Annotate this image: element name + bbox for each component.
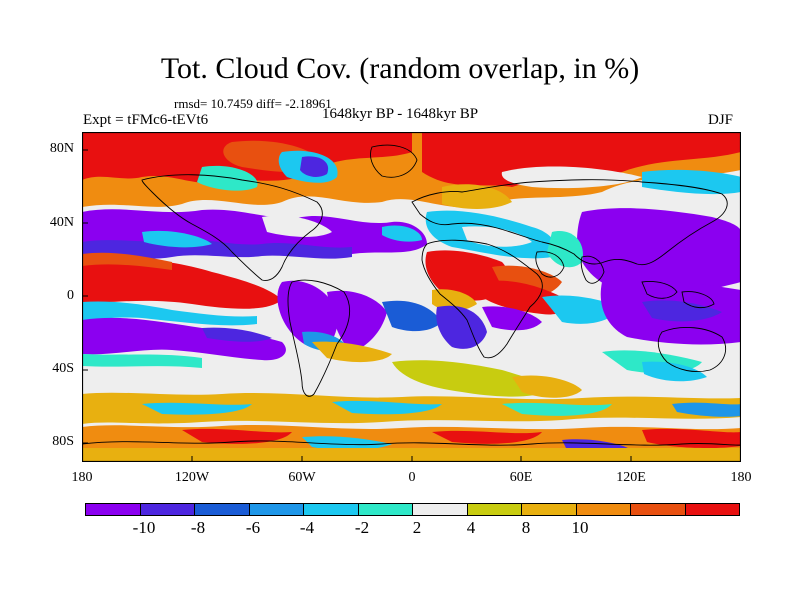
colorbar-label: 2 bbox=[412, 518, 422, 537]
season-label: DJF bbox=[708, 112, 734, 128]
colorbar-box-12 bbox=[685, 504, 739, 515]
period-label: 1648kyr BP - 1648kyr BP bbox=[322, 106, 479, 122]
map-title: Tot. Cloud Cov. (random overlap, in %) bbox=[160, 52, 640, 85]
lat-label-40s: 40S bbox=[52, 361, 74, 376]
lon-label-120w: 120W bbox=[174, 470, 210, 485]
colorbar-label: -6 bbox=[245, 518, 261, 537]
colorbar-box-4 bbox=[249, 504, 304, 515]
colorbar-box-3 bbox=[195, 504, 250, 515]
lat-label-40n: 40N bbox=[49, 215, 74, 230]
colorbar-label: -2 bbox=[354, 518, 370, 537]
lat-label-0: 0 bbox=[67, 288, 74, 303]
lon-label-180e: 180 bbox=[730, 470, 752, 485]
colorbar-label: 8 bbox=[521, 518, 531, 537]
colorbar bbox=[85, 503, 740, 516]
colorbar-box-9 bbox=[522, 504, 577, 515]
lat-label-80s: 80S bbox=[52, 434, 74, 449]
colorbar-label: -10 bbox=[132, 518, 156, 537]
colorbar-box-7 bbox=[413, 504, 468, 515]
colorbar-label: 10 bbox=[571, 518, 589, 537]
lon-label-120e: 120E bbox=[616, 470, 646, 485]
colorbar-label: -4 bbox=[299, 518, 315, 537]
colorbar-box-10 bbox=[576, 504, 631, 515]
colorbar-box-1 bbox=[86, 504, 141, 515]
colorbar-box-5 bbox=[304, 504, 359, 515]
lon-label-60w: 60W bbox=[288, 470, 316, 485]
lat-label-80n: 80N bbox=[49, 141, 74, 156]
colorbar-box-11 bbox=[631, 504, 686, 515]
colorbar-box-2 bbox=[140, 504, 195, 515]
lon-label-180w: 180 bbox=[71, 470, 93, 485]
colorbar-box-6 bbox=[358, 504, 413, 515]
rmsd-diff-stats: rmsd= 10.7459 diff= -2.18961 bbox=[174, 96, 332, 111]
colorbar-label: 4 bbox=[466, 518, 476, 537]
lon-label-0: 0 bbox=[408, 470, 416, 485]
lon-label-60e: 60E bbox=[509, 470, 533, 485]
colorbar-label: -8 bbox=[190, 518, 206, 537]
experiment-label: Expt = tFMc6-tEVt6 bbox=[83, 112, 209, 128]
cloud-cover-map bbox=[82, 132, 741, 462]
colorbar-box-8 bbox=[467, 504, 522, 515]
